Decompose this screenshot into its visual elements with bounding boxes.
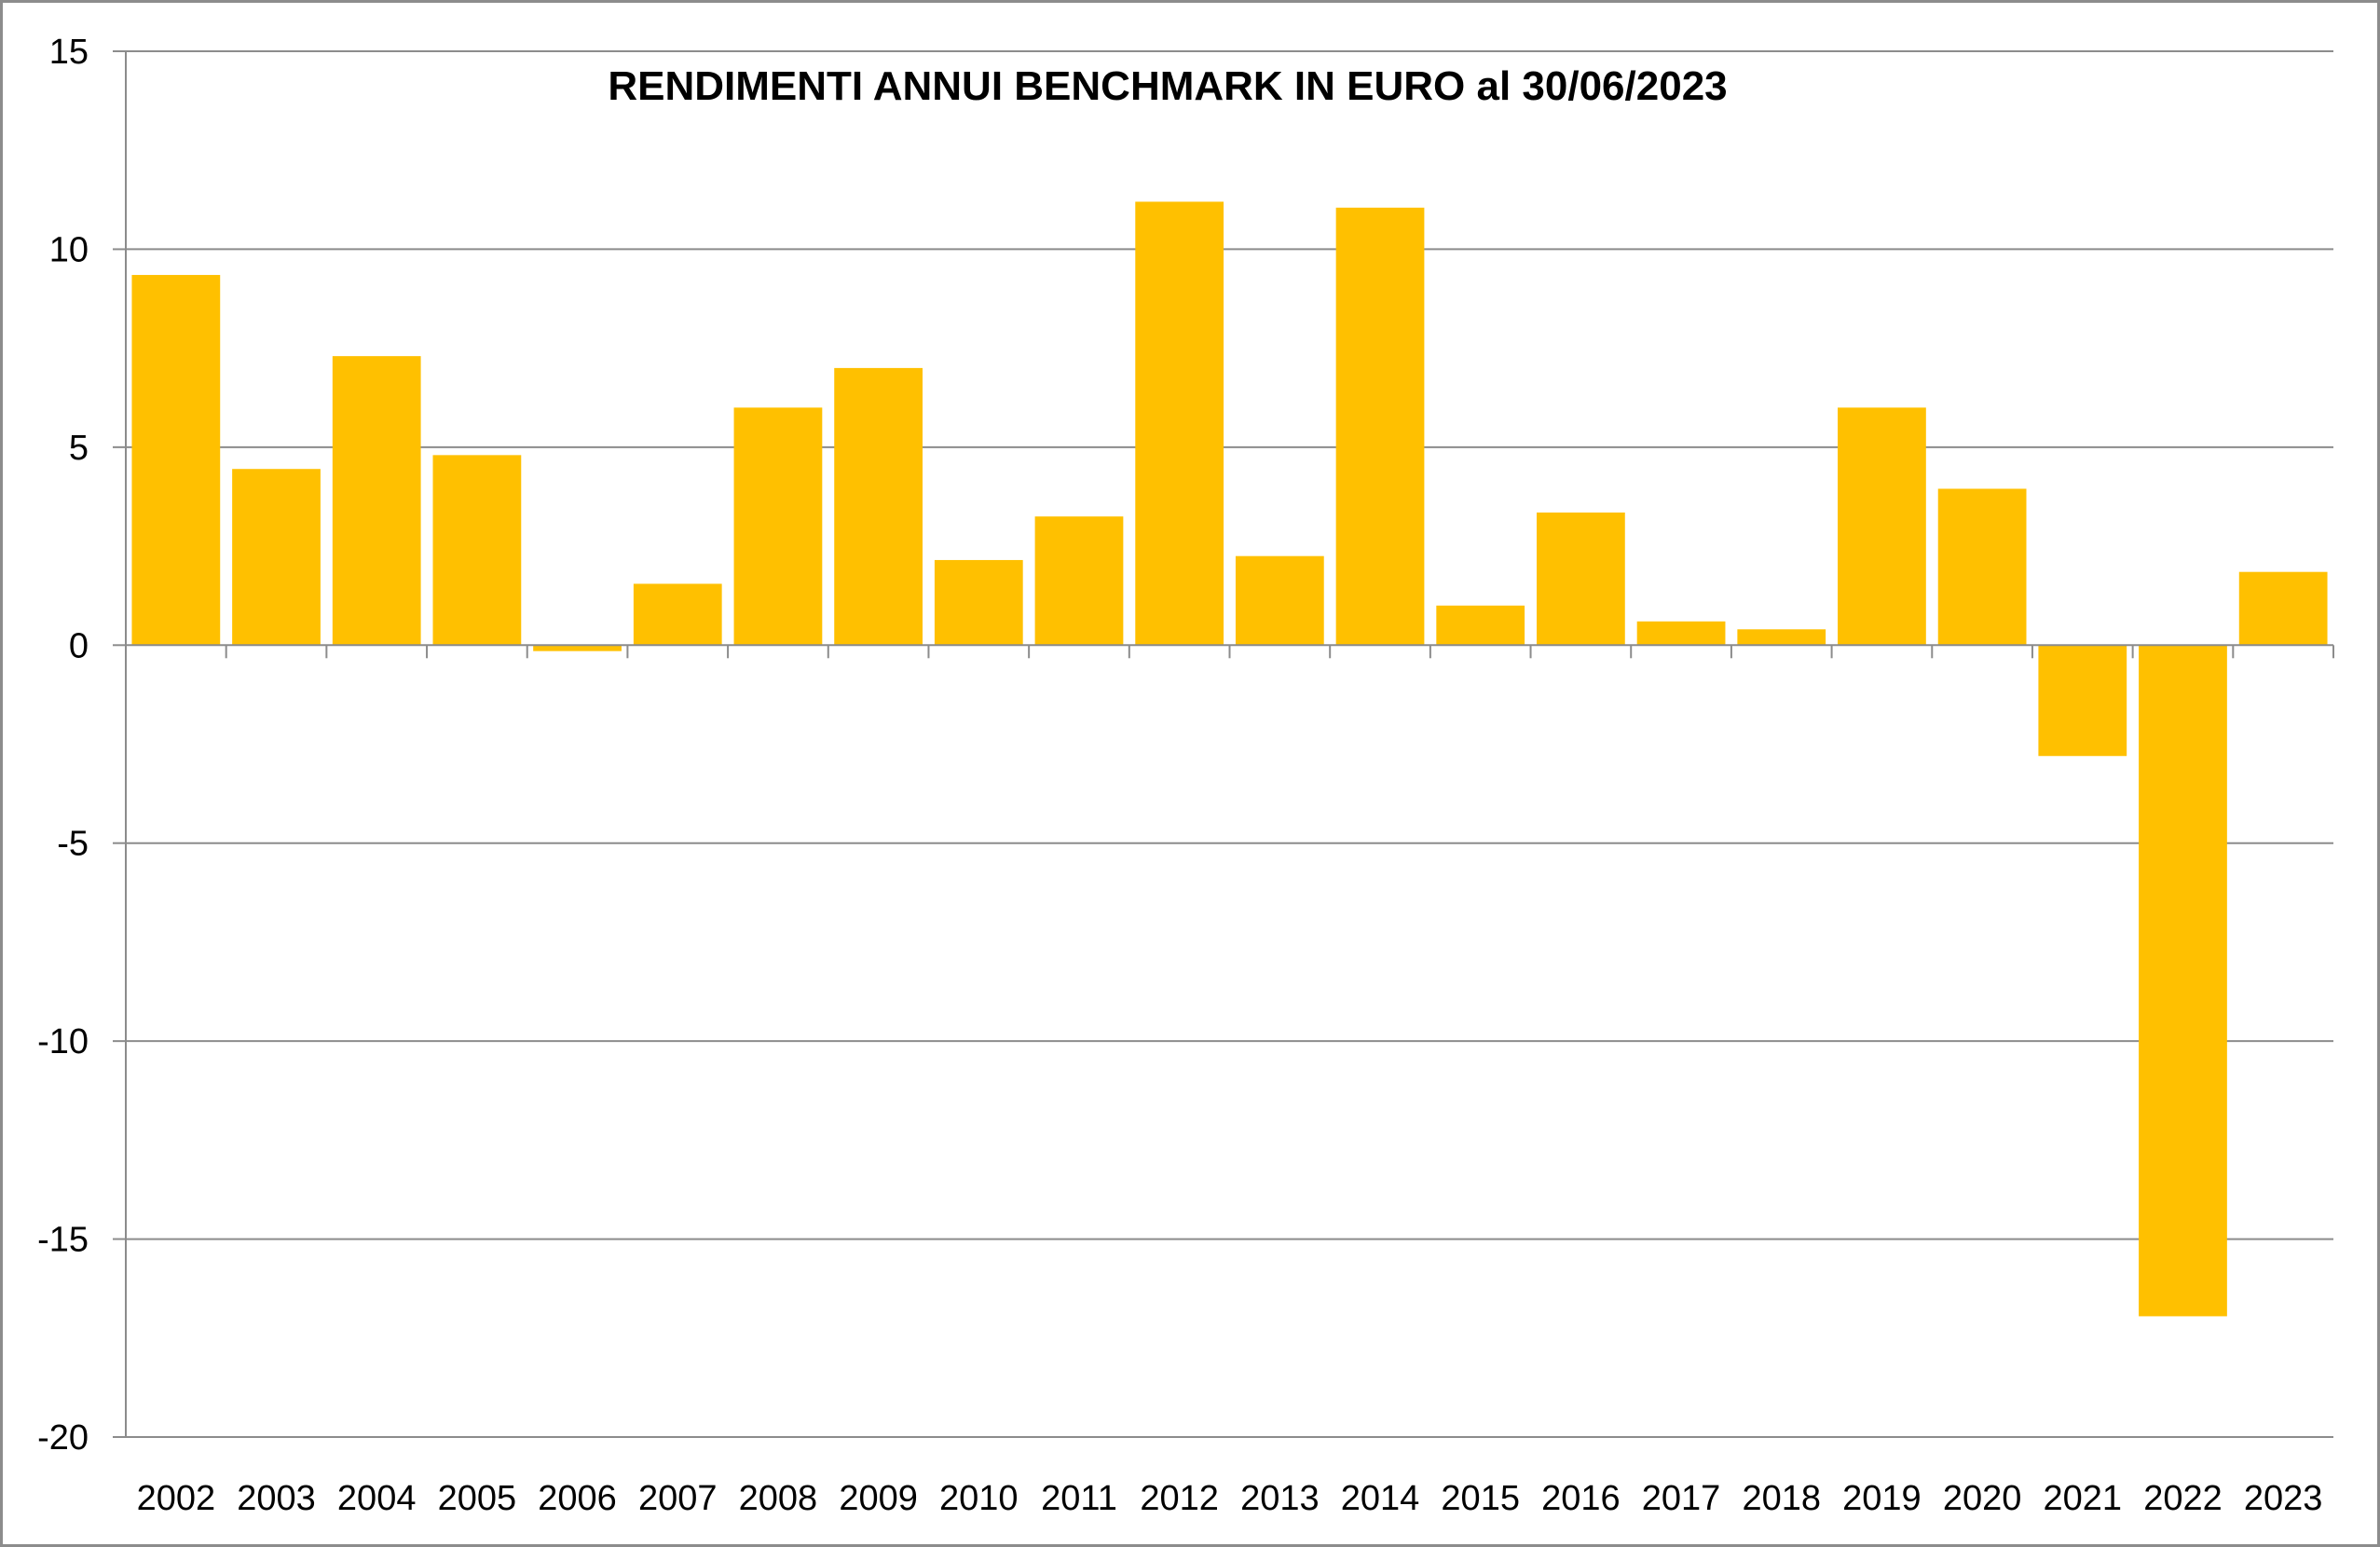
bar-2002 — [131, 275, 221, 646]
bar-2014 — [1335, 207, 1425, 646]
x-tick-label: 2019 — [1842, 1479, 1922, 1518]
x-tick-label: 2011 — [1041, 1479, 1117, 1518]
bar-2011 — [1034, 516, 1124, 646]
bar-2023 — [2238, 571, 2328, 646]
bar-2006 — [533, 645, 622, 651]
bar-2020 — [1937, 488, 2027, 646]
y-tick-labels: 15 10 5 0 -5 -10 -15 -20 — [37, 33, 89, 1458]
x-tick-label: 2003 — [237, 1479, 316, 1518]
bar-2005 — [432, 455, 522, 646]
x-tick-label: 2022 — [2143, 1479, 2223, 1518]
x-tick-label: 2013 — [1240, 1479, 1320, 1518]
bars — [131, 201, 2328, 1317]
y-tick-label: -20 — [37, 1418, 89, 1458]
bar-2007 — [633, 583, 722, 646]
x-tick-label: 2020 — [1943, 1479, 2022, 1518]
bar-2010 — [934, 559, 1023, 646]
y-tick-label: 15 — [49, 33, 89, 72]
bar-2018 — [1737, 629, 1826, 646]
y-tick-label: -15 — [37, 1221, 89, 1260]
bar-2017 — [1636, 621, 1726, 646]
bar-2004 — [332, 356, 421, 646]
x-tick-label: 2007 — [638, 1479, 718, 1518]
x-tick-label: 2017 — [1642, 1479, 1721, 1518]
bar-2022 — [2139, 645, 2227, 1317]
x-tick-label: 2004 — [337, 1479, 417, 1518]
chart-title: RENDIMENTI ANNUI BENCHMARK IN EURO al 30… — [608, 63, 1727, 109]
x-tick-label: 2016 — [1541, 1479, 1621, 1518]
y-tick-label: 5 — [69, 429, 89, 468]
x-tick-label: 2002 — [137, 1479, 216, 1518]
bar-2008 — [733, 407, 823, 646]
y-tick-label: 0 — [69, 626, 89, 665]
x-tick-label: 2005 — [438, 1479, 517, 1518]
bar-2021 — [2038, 645, 2127, 757]
y-tick-label: 10 — [49, 230, 89, 269]
bar-2015 — [1436, 605, 1525, 646]
gridlines — [126, 50, 2333, 1438]
x-tick-label: 2023 — [2244, 1479, 2323, 1518]
axes — [113, 50, 2334, 1438]
x-tick-label: 2010 — [939, 1479, 1019, 1518]
x-tick-label: 2008 — [739, 1479, 818, 1518]
x-tick-labels: 2002 2003 2004 2005 2006 2007 2008 2009 2010 2011… — [137, 1479, 2323, 1518]
bar-2016 — [1537, 512, 1625, 646]
x-tick-label: 2014 — [1341, 1479, 1420, 1518]
bar-2003 — [232, 469, 321, 646]
x-tick-label: 2009 — [839, 1479, 918, 1518]
x-tick-label: 2018 — [1742, 1479, 1821, 1518]
bar-2012 — [1135, 201, 1224, 646]
y-tick-label: -5 — [57, 825, 89, 864]
x-tick-label: 2015 — [1441, 1479, 1520, 1518]
x-tick-label: 2006 — [538, 1479, 617, 1518]
bar-2009 — [834, 367, 923, 646]
bar-2019 — [1838, 407, 1926, 646]
bar-2013 — [1235, 555, 1324, 646]
y-tick-label: -10 — [37, 1022, 89, 1061]
x-tick-label: 2012 — [1140, 1479, 1219, 1518]
x-tick-label: 2021 — [2044, 1479, 2123, 1518]
